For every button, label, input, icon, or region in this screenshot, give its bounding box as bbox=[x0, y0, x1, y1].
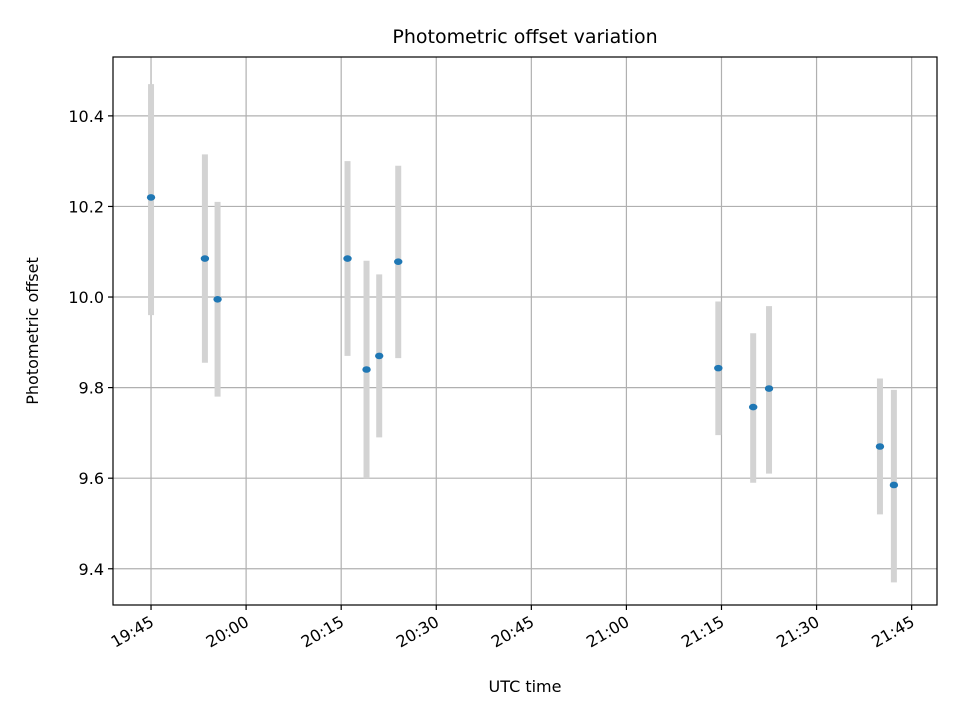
y-tick-label: 9.8 bbox=[79, 379, 104, 398]
data-point bbox=[200, 255, 210, 262]
data-point bbox=[875, 443, 885, 450]
y-tick-label: 10.4 bbox=[68, 107, 104, 126]
data-point bbox=[889, 481, 899, 489]
data-point bbox=[213, 295, 222, 303]
data-point bbox=[343, 255, 352, 262]
plot-frame bbox=[112, 56, 938, 606]
y-tick-label: 10.2 bbox=[68, 197, 104, 216]
data-point bbox=[394, 258, 403, 266]
data-point bbox=[362, 366, 371, 373]
data-point bbox=[748, 403, 758, 411]
grid-layer bbox=[113, 57, 937, 605]
x-axis-label: UTC time bbox=[489, 677, 562, 696]
y-tick-label: 10.0 bbox=[68, 288, 104, 307]
data-point bbox=[764, 385, 774, 392]
point-layer bbox=[146, 194, 899, 489]
y-tick-label: 9.4 bbox=[79, 560, 104, 579]
y-axis-label: Photometric offset bbox=[23, 257, 42, 405]
data-point bbox=[714, 364, 723, 372]
chart-title: Photometric offset variation bbox=[392, 26, 657, 48]
y-tick-label: 9.6 bbox=[79, 469, 104, 488]
data-point bbox=[146, 194, 156, 201]
data-point bbox=[375, 352, 384, 360]
